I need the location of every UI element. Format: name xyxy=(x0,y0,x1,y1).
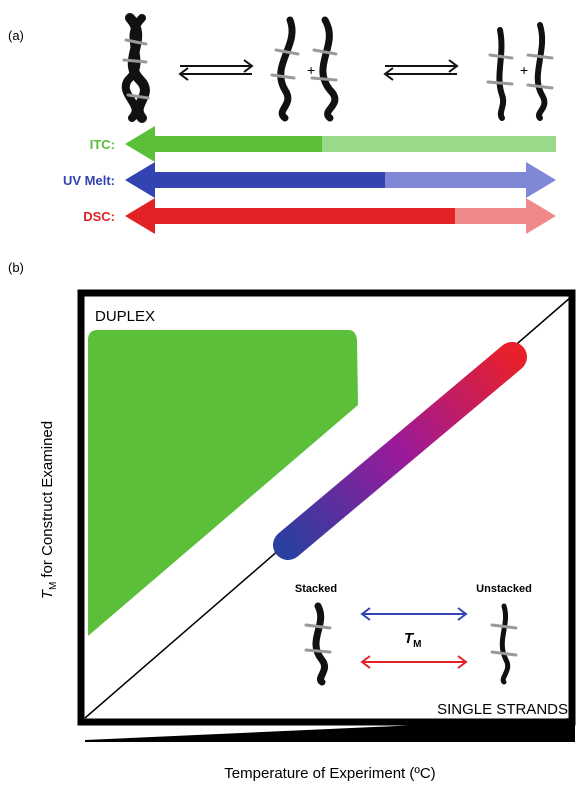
inset-center: TM xyxy=(404,630,422,650)
uv-arrow xyxy=(125,162,556,198)
equilibrium-arrows xyxy=(180,60,457,80)
plus: + xyxy=(307,62,315,78)
subscript: M xyxy=(413,639,421,650)
technique-label: UV Melt: xyxy=(63,173,115,188)
subscript: M xyxy=(48,582,59,590)
panel-label: (b) xyxy=(8,260,24,275)
region-label: DUPLEX xyxy=(95,308,155,325)
region-label: SINGLE STRANDS xyxy=(437,701,568,718)
dna-icons xyxy=(124,18,552,118)
dsc-arrow xyxy=(125,198,556,234)
technique-label: ITC: xyxy=(90,137,115,152)
inset-arrows xyxy=(362,608,466,668)
x-axis-label: Temperature of Experiment (ºC) xyxy=(224,765,435,782)
plus: + xyxy=(520,62,528,78)
y-axis-label: TMfor Construct Examined xyxy=(39,421,59,599)
itc-arrow xyxy=(125,126,556,162)
inset-label: Unstacked xyxy=(476,583,532,595)
inset-label: Stacked xyxy=(295,583,337,595)
figure: (a) + + ITC: UV Melt: DSC: (b) DUPLEX xyxy=(0,0,578,799)
panel-label: (a) xyxy=(8,28,24,43)
technique-label: DSC: xyxy=(83,209,115,224)
text: for Construct Examined xyxy=(39,421,56,578)
